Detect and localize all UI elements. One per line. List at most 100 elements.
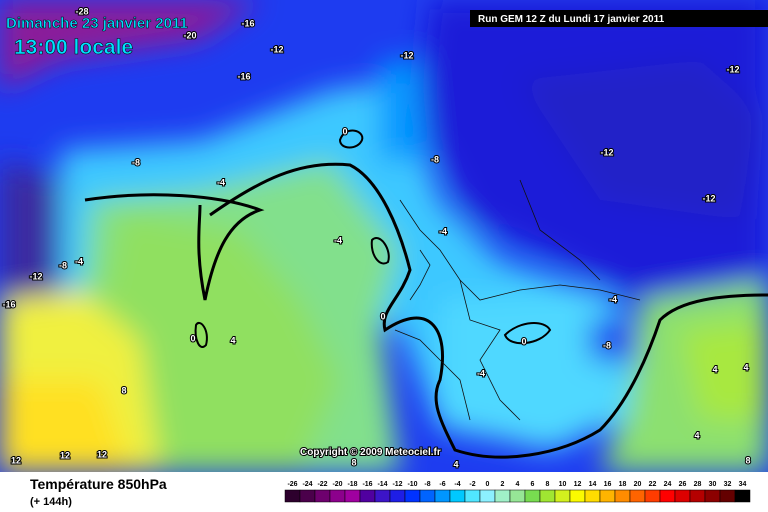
legend-label: 6	[531, 481, 535, 488]
contour-label: 8	[121, 385, 126, 395]
contour-label: -12	[726, 64, 739, 74]
legend-label: 0	[486, 481, 490, 488]
time: 13:00 locale	[14, 36, 133, 59]
legend-swatch	[539, 489, 556, 503]
legend-swatch	[479, 489, 496, 503]
contour-label: -4	[439, 226, 447, 236]
contour-label: 4	[230, 335, 235, 345]
contour-label: -12	[400, 50, 413, 60]
legend-swatch	[614, 489, 631, 503]
legend-swatch	[704, 489, 721, 503]
legend-label: 18	[619, 481, 627, 488]
contour-label: -16	[237, 71, 250, 81]
legend-swatch	[509, 489, 526, 503]
contour-label: -12	[600, 147, 613, 157]
contour-label: 4	[743, 362, 748, 372]
legend-swatch	[494, 489, 511, 503]
contour-label: 4	[712, 364, 717, 374]
legend-swatch	[374, 489, 391, 503]
legend-label: 34	[739, 481, 747, 488]
legend-label: 20	[634, 481, 642, 488]
contour-label: -4	[217, 177, 225, 187]
legend-swatch	[314, 489, 331, 503]
legend-label: -2	[469, 481, 475, 488]
contour-label: -12	[270, 44, 283, 54]
legend-swatch	[734, 489, 751, 503]
contour-label: -4	[477, 368, 485, 378]
contour-label: -4	[334, 235, 342, 245]
contour-label: 8	[745, 455, 750, 465]
legend-label: 8	[546, 481, 550, 488]
legend-label: 14	[589, 481, 597, 488]
legend-label: 32	[724, 481, 732, 488]
legend-swatch	[284, 489, 301, 503]
contour-label: 8	[351, 457, 356, 467]
legend-label: 22	[649, 481, 657, 488]
legend-label: -26	[287, 481, 297, 488]
contour-label: 12	[11, 455, 21, 465]
legend-swatch	[404, 489, 421, 503]
contour-label: -12	[29, 271, 42, 281]
contour-label: -12	[702, 193, 715, 203]
legend-swatch	[449, 489, 466, 503]
contour-label: -16	[2, 299, 15, 309]
legend-swatch	[524, 489, 541, 503]
legend-label: 10	[559, 481, 567, 488]
footer-title: Température 850hPa	[30, 476, 167, 492]
contour-label: -20	[183, 30, 196, 40]
legend-label: -16	[362, 481, 372, 488]
legend-label: -4	[454, 481, 460, 488]
contour-label: -8	[431, 154, 439, 164]
contour-label: -28	[75, 6, 88, 16]
legend-label: 28	[694, 481, 702, 488]
contour-label: -16	[241, 18, 254, 28]
contour-label: 12	[60, 450, 70, 460]
contour-label: -4	[609, 294, 617, 304]
legend-swatch	[434, 489, 451, 503]
legend-swatch	[584, 489, 601, 503]
legend-label: 16	[604, 481, 612, 488]
legend-label: -8	[424, 481, 430, 488]
legend-label: 4	[516, 481, 520, 488]
legend-swatch	[359, 489, 376, 503]
legend-swatch	[329, 489, 346, 503]
legend-swatch	[659, 489, 676, 503]
contour-label: -8	[132, 157, 140, 167]
legend-swatch	[299, 489, 316, 503]
color-legend: -26 -24 -22 -20 -18 -16 -14 -12 -10 -8 -6 -4 -2 0 2 4 6 8…	[284, 481, 751, 503]
legend-swatch	[689, 489, 706, 503]
copyright: Copyright © 2009 Meteociel.fr	[300, 447, 441, 458]
legend-swatch	[569, 489, 586, 503]
legend-swatch	[554, 489, 571, 503]
legend-label: -12	[392, 481, 402, 488]
legend-label: 24	[664, 481, 672, 488]
legend-swatch	[344, 489, 361, 503]
legend-label: -14	[377, 481, 387, 488]
contour-label: 0	[380, 311, 385, 321]
temperature-field	[0, 0, 768, 472]
legend-swatch	[419, 489, 436, 503]
legend-label: 2	[501, 481, 505, 488]
legend-swatch	[644, 489, 661, 503]
legend-label: 12	[574, 481, 582, 488]
legend-swatch	[629, 489, 646, 503]
contour-label: 0	[521, 336, 526, 346]
contour-label: 4	[453, 459, 458, 469]
run-banner	[470, 10, 768, 27]
run-info: Run GEM 12 Z du Lundi 17 janvier 2011	[478, 14, 665, 25]
legend-label: -20	[332, 481, 342, 488]
legend-label: -18	[347, 481, 357, 488]
contour-label: -8	[603, 340, 611, 350]
legend-label: -10	[407, 481, 417, 488]
contour-labels: -28 -20 -16 -12 -16 -12 -12 -8 -4 0 -8 -12 -12 -4 -12 -…	[1, 5, 751, 470]
contour-label: 12	[97, 449, 107, 459]
footer-lead: (+ 144h)	[30, 496, 72, 508]
contour-label: -4	[75, 256, 83, 266]
legend-swatch	[464, 489, 481, 503]
legend-label: -6	[439, 481, 445, 488]
contour-label: 4	[694, 430, 699, 440]
legend-label: -22	[317, 481, 327, 488]
contour-label: -8	[59, 260, 67, 270]
date: Dimanche 23 janvier 2011	[6, 15, 188, 32]
